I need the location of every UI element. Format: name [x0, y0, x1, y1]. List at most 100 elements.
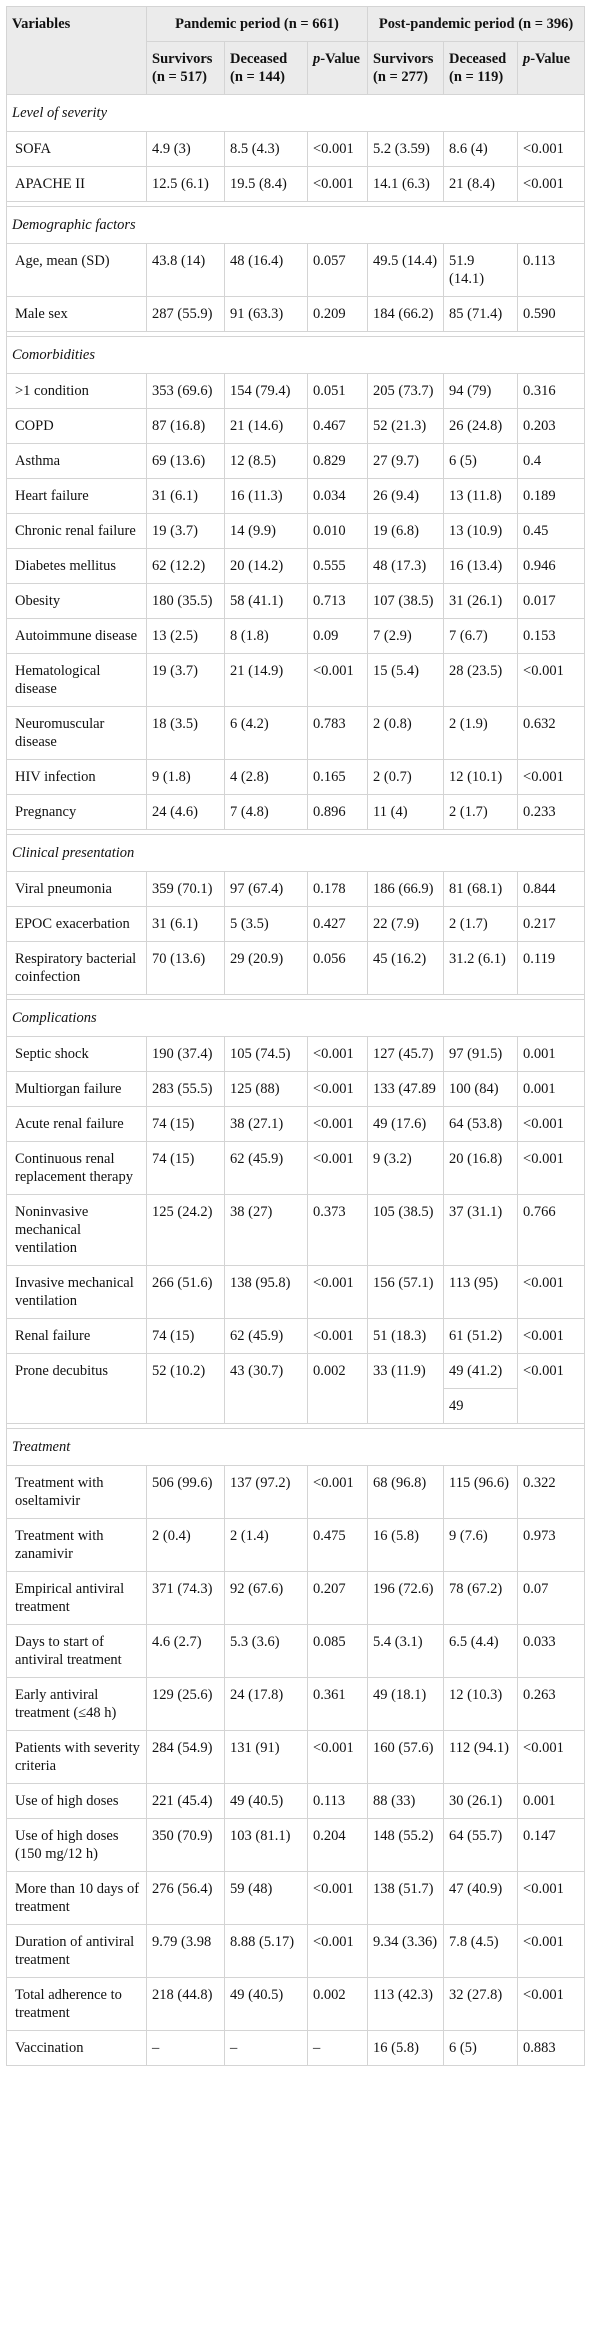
value-cell: <0.001	[517, 1977, 586, 2031]
value-cell: 0.316	[517, 373, 586, 409]
value-cell: 2 (1.7)	[443, 906, 519, 942]
data-row: Multiorgan failure 283 (55.5) 125 (88) <0.0…	[6, 1071, 586, 1107]
table-header: Variables Pandemic period (n = 661) Post…	[6, 6, 586, 95]
data-row: Empirical antiviral treatment 371 (74.3) 9…	[6, 1571, 586, 1625]
variable-name: SOFA	[6, 131, 147, 167]
value-cell: 0.010	[306, 513, 369, 549]
value-cell: 97 (67.4)	[224, 871, 308, 907]
section-title: Complications	[5, 999, 586, 1037]
value-cell: 24 (17.8)	[224, 1677, 308, 1731]
value-cell: 0.467	[306, 408, 369, 444]
value-cell: 180 (35.5)	[146, 583, 225, 619]
value-cell: –	[146, 2030, 225, 2066]
value-cell: 52 (10.2)	[146, 1353, 225, 1424]
value-cell: 31 (26.1)	[443, 583, 519, 619]
variable-name: Heart failure	[6, 478, 147, 514]
variable-name: Noninvasive mechanical ventilation	[6, 1194, 147, 1266]
value-cell: 12 (10.1)	[443, 759, 519, 795]
value-cell: 18 (3.5)	[146, 706, 225, 760]
value-cell: 87 (16.8)	[146, 408, 225, 444]
value-cell: 5.2 (3.59)	[367, 131, 445, 167]
value-cell: 30 (26.1)	[443, 1783, 519, 1819]
value-cell: 62 (12.2)	[146, 548, 225, 584]
value-cell: 48 (17.3)	[367, 548, 445, 584]
value-cell: 154 (79.4)	[224, 373, 308, 409]
value-cell: 0.017	[517, 583, 586, 619]
value-cell: 218 (44.8)	[146, 1977, 225, 2031]
value-cell: 0.204	[306, 1818, 369, 1872]
value-cell: 0.033	[517, 1624, 586, 1678]
value-cell: 7 (4.8)	[224, 794, 308, 830]
value-cell: 0.147	[517, 1818, 586, 1872]
data-row: Invasive mechanical ventilation 266 (51.6…	[6, 1265, 586, 1319]
value-cell: <0.001	[517, 131, 586, 167]
value-cell: 0.056	[306, 941, 369, 995]
value-cell: 9.34 (3.36)	[367, 1924, 445, 1978]
value-cell: 12 (8.5)	[224, 443, 308, 479]
variable-name: Use of high doses	[6, 1783, 147, 1819]
value-cell: <0.001	[517, 1141, 586, 1195]
value-cell: 20 (16.8)	[443, 1141, 519, 1195]
value-cell: <0.001	[517, 166, 586, 202]
section-title: Level of severity	[5, 94, 586, 132]
value-cell: 0.165	[306, 759, 369, 795]
value-cell: 0.203	[517, 408, 586, 444]
variable-name: Invasive mechanical ventilation	[6, 1265, 147, 1319]
value-cell: 125 (24.2)	[146, 1194, 225, 1266]
value-cell: 0.946	[517, 548, 586, 584]
value-cell: 64 (53.8)	[443, 1106, 519, 1142]
value-cell: <0.001	[517, 1871, 586, 1925]
data-row: Chronic renal failure 19 (3.7) 14 (9.9) 0.0…	[6, 513, 586, 549]
value-cell: 115 (96.6)	[443, 1465, 519, 1519]
column-header: Deceased (n = 119)	[443, 41, 519, 95]
value-cell: 78 (67.2)	[443, 1571, 519, 1625]
value-cell: 6 (5)	[443, 443, 519, 479]
value-cell: 0.113	[517, 243, 586, 297]
value-cell: 81 (68.1)	[443, 871, 519, 907]
data-row: Respiratory bacterial coinfection 70 (13.…	[6, 941, 586, 995]
value-cell: <0.001	[517, 653, 586, 707]
value-cell: 0.034	[306, 478, 369, 514]
value-cell: <0.001	[517, 1106, 586, 1142]
value-cell: 2 (0.4)	[146, 1518, 225, 1572]
value-cell: 5 (3.5)	[224, 906, 308, 942]
section-row: Demographic factors	[5, 206, 586, 244]
value-cell: 21 (8.4)	[443, 166, 519, 202]
value-cell: 184 (66.2)	[367, 296, 445, 332]
value-cell: 52 (21.3)	[367, 408, 445, 444]
value-cell: 6 (5)	[443, 2030, 519, 2066]
variable-name: Respiratory bacterial coinfection	[6, 941, 147, 995]
value-cell: 156 (57.1)	[367, 1265, 445, 1319]
value-cell: 92 (67.6)	[224, 1571, 308, 1625]
variable-name: Hematological disease	[6, 653, 147, 707]
variable-name: Multiorgan failure	[6, 1071, 147, 1107]
value-cell: 9 (1.8)	[146, 759, 225, 795]
section-title: Clinical presentation	[5, 834, 586, 872]
column-header: Deceased (n = 144)	[224, 41, 308, 95]
variable-name: Age, mean (SD)	[6, 243, 147, 297]
value-cell: 13 (11.8)	[443, 478, 519, 514]
data-row: SOFA 4.9 (3) 8.5 (4.3) <0.001 5.2 (3.59) 8.6 …	[6, 131, 586, 167]
value-cell: 2 (1.7)	[443, 794, 519, 830]
data-row: Noninvasive mechanical ventilation 125 (2…	[6, 1194, 586, 1266]
variable-name: Total adherence to treatment	[6, 1977, 147, 2031]
value-cell: 74 (15)	[146, 1106, 225, 1142]
value-cell: 125 (88)	[224, 1071, 308, 1107]
value-cell: 0.001	[517, 1036, 586, 1072]
value-cell: 0.178	[306, 871, 369, 907]
value-cell: 127 (45.7)	[367, 1036, 445, 1072]
value-cell: 0.085	[306, 1624, 369, 1678]
data-row: COPD 87 (16.8) 21 (14.6) 0.467 52 (21.3) 26 (…	[6, 408, 586, 444]
variable-name: EPOC exacerbation	[6, 906, 147, 942]
data-row: Neuromuscular disease 18 (3.5) 6 (4.2) 0.78…	[6, 706, 586, 760]
value-cell: 88 (33)	[367, 1783, 445, 1819]
value-cell: 7.8 (4.5)	[443, 1924, 519, 1978]
value-cell: 0.189	[517, 478, 586, 514]
variable-name: Prone decubitus	[6, 1353, 147, 1424]
value-cell: 190 (37.4)	[146, 1036, 225, 1072]
data-row: Days to start of antiviral treatment 4.6 …	[6, 1624, 586, 1678]
value-cell: 43 (30.7)	[224, 1353, 308, 1424]
value-cell: 5.3 (3.6)	[224, 1624, 308, 1678]
value-cell: 8.88 (5.17)	[224, 1924, 308, 1978]
value-cell: 14.1 (6.3)	[367, 166, 445, 202]
